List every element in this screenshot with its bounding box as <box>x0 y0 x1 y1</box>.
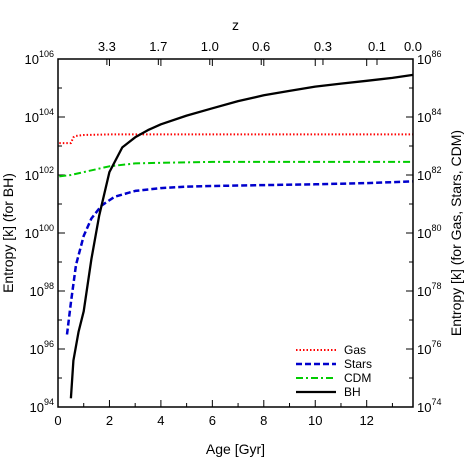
x-tick-label: 10 <box>308 413 322 428</box>
tick-power: 76 <box>431 339 441 349</box>
legend-label-gas: Gas <box>344 343 366 357</box>
series-line-stars <box>65 180 414 335</box>
tick-base: 10 <box>30 342 44 357</box>
tick-power: 80 <box>431 223 441 233</box>
tick-power: 104 <box>39 107 54 117</box>
left-tick-label: 10106 <box>25 49 55 67</box>
right-axis-label: Entropy [k] (for Gas, Stars, CDM) <box>448 130 464 336</box>
x-tick-label: 6 <box>209 413 216 428</box>
tick-base: 10 <box>417 110 431 125</box>
left-axis-label: Entropy [k] (for BH) <box>0 173 16 293</box>
left-tick-label: 1094 <box>30 397 54 415</box>
z-tick-label: 0.1 <box>368 39 386 54</box>
right-tick-label: 1078 <box>417 281 441 299</box>
left-tick-label: 1096 <box>30 339 54 357</box>
left-tick-label: 10100 <box>25 223 55 241</box>
x-tick-label: 12 <box>359 413 373 428</box>
right-tick-label: 1086 <box>417 49 441 67</box>
tick-power: 96 <box>44 339 54 349</box>
x-tick-label: 0 <box>54 413 61 428</box>
tick-power: 98 <box>44 281 54 291</box>
series-line-cdm <box>59 160 413 178</box>
tick-power: 74 <box>431 397 441 407</box>
series-line-bh <box>69 73 414 399</box>
left-tick-label: 10104 <box>25 107 55 125</box>
legend-label-bh: BH <box>344 385 361 399</box>
tick-power: 82 <box>431 165 441 175</box>
tick-base: 10 <box>417 226 431 241</box>
tick-base: 10 <box>417 168 431 183</box>
x-tick-label: 8 <box>260 413 267 428</box>
series-line-gas <box>59 133 413 145</box>
top-axis-ticks: 3.3 1.7 1.0 0.6 0.3 0.1 0.0 <box>98 39 422 65</box>
tick-power: 94 <box>44 397 54 407</box>
z-tick-label: 1.0 <box>201 39 219 54</box>
z-tick-label: 3.3 <box>98 39 116 54</box>
right-tick-label: 1084 <box>417 107 441 125</box>
tick-base: 10 <box>25 168 39 183</box>
x-axis-ticks: 0 2 4 6 8 10 12 <box>54 59 393 428</box>
tick-power: 102 <box>39 165 54 175</box>
tick-power: 106 <box>39 49 54 59</box>
x-axis-label: Age [Gyr] <box>206 441 265 457</box>
legend-label-stars: Stars <box>344 357 372 371</box>
series-lines <box>59 73 414 399</box>
legend-label-cdm: CDM <box>344 371 371 385</box>
tick-base: 10 <box>30 284 44 299</box>
z-tick-label: 0.6 <box>252 39 270 54</box>
plot-frame <box>57 58 414 408</box>
z-tick-label: 0.0 <box>404 39 422 54</box>
x-tick-label: 2 <box>106 413 113 428</box>
tick-power: 78 <box>431 281 441 291</box>
tick-base: 10 <box>25 52 39 67</box>
tick-base: 10 <box>30 400 44 415</box>
tick-base: 10 <box>417 400 431 415</box>
left-tick-label: 10102 <box>25 165 55 183</box>
tick-base: 10 <box>25 226 39 241</box>
z-tick-label: 0.3 <box>314 39 332 54</box>
tick-base: 10 <box>25 110 39 125</box>
tick-power: 84 <box>431 107 441 117</box>
tick-power: 86 <box>431 49 441 59</box>
z-tick-label: 1.7 <box>149 39 167 54</box>
right-tick-label: 1082 <box>417 165 441 183</box>
tick-base: 10 <box>417 52 431 67</box>
top-axis-label: z <box>232 17 239 33</box>
tick-base: 10 <box>417 342 431 357</box>
right-tick-label: 1074 <box>417 397 441 415</box>
right-tick-label: 1080 <box>417 223 441 241</box>
right-tick-label: 1076 <box>417 339 441 357</box>
tick-power: 100 <box>39 223 54 233</box>
left-tick-label: 1098 <box>30 281 54 299</box>
x-tick-label: 4 <box>157 413 164 428</box>
tick-base: 10 <box>417 284 431 299</box>
